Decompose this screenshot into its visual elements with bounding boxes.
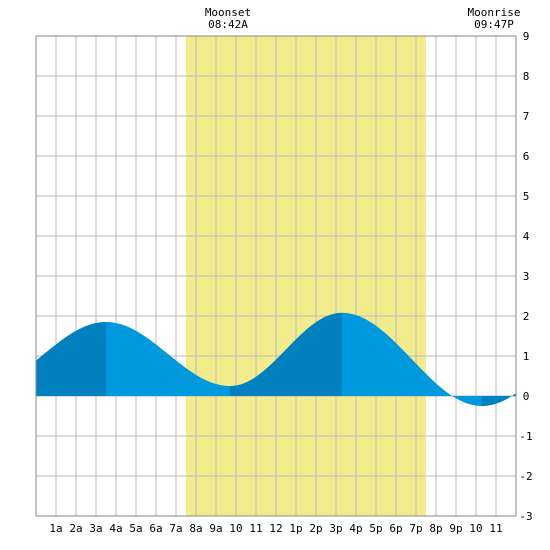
y-tick-label: -1 bbox=[519, 430, 532, 443]
tide-falling-segment bbox=[342, 312, 482, 406]
y-tick-label: 2 bbox=[523, 310, 530, 323]
x-tick-label: 10 bbox=[469, 522, 482, 535]
x-tick-label: 3a bbox=[89, 522, 102, 535]
x-tick-label: 6p bbox=[389, 522, 402, 535]
x-tick-label: 1a bbox=[49, 522, 62, 535]
x-tick-label: 5p bbox=[369, 522, 382, 535]
y-tick-label: 0 bbox=[523, 390, 530, 403]
x-tick-label: 9a bbox=[209, 522, 222, 535]
y-tick-label: 8 bbox=[523, 70, 530, 83]
tide-rising-segment bbox=[230, 312, 342, 396]
y-tick-label: 9 bbox=[523, 30, 530, 43]
plot-frame bbox=[35, 35, 517, 517]
x-tick-label: 4a bbox=[109, 522, 122, 535]
x-tick-label: 4p bbox=[349, 522, 362, 535]
x-tick-label: 8a bbox=[189, 522, 202, 535]
moonset-label: Moonset bbox=[205, 6, 251, 19]
x-tick-label: 7a bbox=[169, 522, 182, 535]
x-tick-label: 5a bbox=[129, 522, 142, 535]
tide-falling-segment bbox=[106, 322, 230, 396]
x-tick-label: 9p bbox=[449, 522, 462, 535]
y-tick-label: 1 bbox=[523, 350, 530, 363]
y-tick-label: 7 bbox=[523, 110, 530, 123]
moonset-time: 08:42A bbox=[208, 18, 248, 31]
x-tick-label: 7p bbox=[409, 522, 422, 535]
x-tick-label: 11 bbox=[249, 522, 262, 535]
x-tick-label: 8p bbox=[429, 522, 442, 535]
x-tick-label: 12 bbox=[269, 522, 282, 535]
y-tick-label: 5 bbox=[523, 190, 530, 203]
x-tick-label: 1p bbox=[289, 522, 302, 535]
x-tick-label: 2a bbox=[69, 522, 82, 535]
y-tick-label: 6 bbox=[523, 150, 530, 163]
y-tick-label: -2 bbox=[519, 470, 532, 483]
tide-rising-segment bbox=[482, 393, 516, 406]
x-tick-label: 11 bbox=[489, 522, 502, 535]
x-tick-label: 2p bbox=[309, 522, 322, 535]
x-tick-label: 3p bbox=[329, 522, 342, 535]
y-tick-label: 3 bbox=[523, 270, 530, 283]
y-tick-label: 4 bbox=[523, 230, 530, 243]
x-tick-label: 6a bbox=[149, 522, 162, 535]
y-tick-label: -3 bbox=[519, 510, 532, 523]
moonrise-time: 09:47P bbox=[474, 18, 514, 31]
tide-rising-segment bbox=[36, 322, 106, 396]
x-tick-label: 10 bbox=[229, 522, 242, 535]
moonrise-label: Moonrise bbox=[468, 6, 521, 19]
